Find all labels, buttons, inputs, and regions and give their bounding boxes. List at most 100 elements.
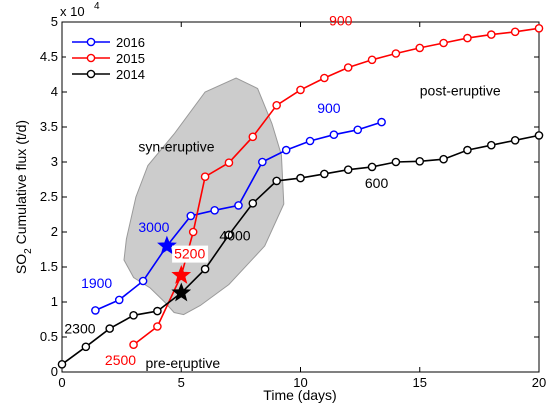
data-point-2016 <box>138 276 148 286</box>
data-point-2014 <box>510 135 520 145</box>
data-point-2016 <box>353 125 363 135</box>
data-point-2014 <box>463 145 472 155</box>
data-point-2014 <box>534 131 544 140</box>
data-point-2014 <box>439 154 448 164</box>
y-axis-label-main: SO <box>13 254 29 274</box>
annotation-label: syn-eruptive <box>138 139 214 155</box>
x-tick-label: 20 <box>532 375 546 390</box>
data-point-2015 <box>188 227 198 237</box>
y-axis-label: SO2 Cumulative flux (t/d) <box>13 120 34 274</box>
data-point-2016 <box>234 201 243 210</box>
annotation-label: 600 <box>365 175 389 191</box>
annotation-label: 2300 <box>64 321 95 337</box>
legend-label-2014: 2014 <box>116 67 145 82</box>
legend-marker-2015 <box>86 53 96 63</box>
data-point-2015 <box>296 85 305 95</box>
y-tick-label: 3 <box>51 154 58 169</box>
data-point-2015 <box>486 30 496 39</box>
y-axis-label-rest: Cumulative flux (t/d) <box>13 120 29 248</box>
data-point-2015 <box>343 63 353 72</box>
data-point-2016 <box>186 211 196 221</box>
data-point-2016 <box>281 145 291 155</box>
annotation-label: 1900 <box>81 275 112 291</box>
y-tick-label: 4.5 <box>40 49 58 64</box>
y-axis-label-subscript: 2 <box>23 248 34 254</box>
y-tick-label: 4 <box>51 84 58 99</box>
x-axis-label: Time (days) <box>263 387 336 403</box>
data-point-2016 <box>329 130 339 139</box>
data-point-2014 <box>415 156 425 166</box>
x-tick-label: 15 <box>413 375 427 390</box>
data-point-2015 <box>200 172 210 181</box>
data-point-2014 <box>367 162 377 172</box>
data-point-2014 <box>486 140 496 150</box>
y-tick-label: 0 <box>51 364 58 379</box>
data-point-2014 <box>248 198 258 208</box>
data-point-2015 <box>439 38 448 48</box>
y-tick-label: 2.5 <box>40 189 58 204</box>
series-layer <box>57 23 544 369</box>
legend-label-2016: 2016 <box>116 35 145 50</box>
data-point-2014 <box>153 306 162 316</box>
data-point-2015 <box>320 73 329 83</box>
data-point-2016 <box>377 117 386 127</box>
data-point-2015 <box>224 158 234 167</box>
data-point-2015 <box>534 23 544 33</box>
y-tick-label: 1 <box>51 294 58 309</box>
annotation-label: pre-eruptive <box>145 355 220 371</box>
data-point-2015 <box>415 43 425 53</box>
annotation-label: 5200 <box>174 246 205 262</box>
x-tick-label: 10 <box>293 375 307 390</box>
y-tick-label: 5 <box>51 14 58 29</box>
data-point-2014 <box>296 173 305 183</box>
data-point-2014 <box>105 324 114 333</box>
y-tick-label: 1.5 <box>40 259 58 274</box>
data-point-2014 <box>57 359 67 369</box>
annotation-label: 2500 <box>105 352 136 368</box>
data-point-2016 <box>258 157 267 167</box>
onset-star-2015 <box>171 264 192 284</box>
data-point-2014 <box>129 310 138 320</box>
data-point-2014 <box>81 342 91 352</box>
data-point-2015 <box>153 322 162 331</box>
data-point-2016 <box>91 306 100 315</box>
data-point-2014 <box>272 176 281 186</box>
data-point-2014 <box>200 264 210 274</box>
data-point-2014 <box>343 165 353 174</box>
onset-star-2014 <box>171 282 192 302</box>
legend-label-2015: 2015 <box>116 51 145 66</box>
onset-star-2016 <box>157 235 177 255</box>
y-tick-label: 2 <box>51 224 58 239</box>
data-point-2015 <box>510 27 520 37</box>
y-tick-label: 0.5 <box>40 329 58 344</box>
syn-eruptive-region <box>123 77 285 316</box>
y-multiplier-exponent: 4 <box>94 1 100 12</box>
eruption-region-layer <box>123 77 285 316</box>
annotation-label: 4000 <box>219 227 250 243</box>
data-point-2015 <box>367 55 377 65</box>
annotation-layer: 900 900 post-eruptive syn-eruptive 3000 5200 4… <box>64 13 501 371</box>
x-tick-label: 5 <box>178 375 185 390</box>
data-point-2015 <box>272 101 281 110</box>
legend-marker-2014 <box>86 69 96 79</box>
data-point-2014 <box>391 157 401 167</box>
y-tick-label: 3.5 <box>40 119 58 134</box>
annotation-label: 900 <box>317 100 341 116</box>
data-point-2016 <box>305 136 315 146</box>
data-point-2015 <box>391 49 401 58</box>
axes-layer: 0 5 10 15 20 0 0.5 1 1.5 2 2.5 3 3.5 4 4.5 5 <box>40 14 546 390</box>
y-multiplier-base: x 10 <box>60 4 85 19</box>
data-point-2016 <box>210 205 219 215</box>
annotation-label: 900 <box>329 13 353 29</box>
data-point-2015 <box>463 33 472 43</box>
data-point-2015 <box>248 132 258 142</box>
annotation-box <box>172 245 209 263</box>
annotation-label: 3000 <box>138 219 169 235</box>
data-point-2016 <box>114 295 124 305</box>
legend-marker-2016 <box>86 37 96 47</box>
x-tick-label: 0 <box>58 375 65 390</box>
data-point-2014 <box>320 169 329 179</box>
data-point-2014 <box>224 230 234 240</box>
